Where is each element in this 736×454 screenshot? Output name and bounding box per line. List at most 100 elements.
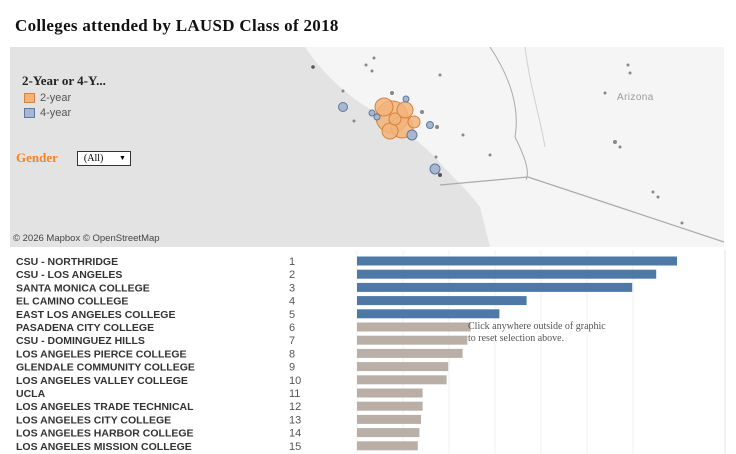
map-dot xyxy=(618,145,622,149)
map-attribution[interactable]: © 2026 Mapbox © OpenStreetMap xyxy=(13,233,160,244)
bar[interactable] xyxy=(357,428,420,438)
bar[interactable] xyxy=(357,309,500,319)
gender-select-value: (All) xyxy=(83,152,104,164)
rank-label: 1 xyxy=(289,256,295,268)
college-label[interactable]: LOS ANGELES HARBOR COLLEGE xyxy=(16,428,194,440)
bar[interactable] xyxy=(357,335,468,345)
map-marker-2year[interactable] xyxy=(374,97,394,117)
map-markers xyxy=(311,56,684,225)
map-dot xyxy=(656,195,660,199)
college-label[interactable]: EL CAMINO COLLEGE xyxy=(16,296,128,308)
map-marker-4year[interactable] xyxy=(338,102,348,112)
state-border-ca-az xyxy=(489,47,528,181)
rank-label: 3 xyxy=(289,282,295,294)
college-label[interactable]: LOS ANGELES CITY COLLEGE xyxy=(16,414,171,426)
bar[interactable] xyxy=(357,348,463,358)
map-dot xyxy=(651,190,655,194)
college-label[interactable]: EAST LOS ANGELES COLLEGE xyxy=(16,309,175,321)
reset-selection-tooltip: Click anywhere outside of graphic to res… xyxy=(468,321,606,344)
map-marker-4year[interactable] xyxy=(429,163,441,175)
map-marker-4year[interactable] xyxy=(368,109,376,117)
rank-label: 13 xyxy=(289,414,301,426)
bar[interactable] xyxy=(357,375,447,385)
rank-label: 15 xyxy=(289,441,301,453)
map-dot xyxy=(680,221,684,225)
college-label[interactable]: UCLA xyxy=(16,388,46,400)
land-region xyxy=(305,47,724,247)
map-dot xyxy=(488,153,492,157)
college-label[interactable]: PASADENA CITY COLLEGE xyxy=(16,322,154,334)
legend-item-2year[interactable]: 2-year xyxy=(24,92,106,104)
rank-label: 12 xyxy=(289,401,301,413)
college-label[interactable]: GLENDALE COMMUNITY COLLEGE xyxy=(16,362,195,374)
rank-label: 5 xyxy=(289,309,295,321)
map-dot xyxy=(390,91,394,95)
bar[interactable] xyxy=(357,256,677,266)
college-label[interactable]: LOS ANGELES VALLEY COLLEGE xyxy=(16,375,188,387)
rank-label: 6 xyxy=(289,322,295,334)
legend-swatch-2year xyxy=(24,93,35,103)
map-dot xyxy=(461,133,465,137)
map-dot xyxy=(420,110,424,114)
map-marker-4year[interactable] xyxy=(402,95,410,103)
college-label[interactable]: CSU - NORTHRIDGE xyxy=(16,256,118,268)
map-marker-4year[interactable] xyxy=(406,129,418,141)
map-dot xyxy=(372,56,376,60)
map-marker-4year[interactable] xyxy=(426,121,434,129)
map-dot xyxy=(626,63,630,67)
map-dot xyxy=(435,125,439,129)
gender-filter: Gender (All) ▼ xyxy=(16,150,131,166)
tooltip-line-1: Click anywhere outside of graphic xyxy=(468,321,606,332)
college-label[interactable]: CSU - LOS ANGELES xyxy=(16,269,122,281)
map-marker-4year[interactable] xyxy=(373,113,381,121)
map-dot xyxy=(434,155,438,159)
bar[interactable] xyxy=(357,269,657,279)
gender-select[interactable]: (All) ▼ xyxy=(76,150,131,166)
map-dot xyxy=(628,71,632,75)
bar[interactable] xyxy=(357,414,421,424)
rank-label: 10 xyxy=(289,375,301,387)
rank-label: 14 xyxy=(289,428,301,440)
map-dot xyxy=(352,119,356,123)
bar[interactable] xyxy=(357,388,423,398)
map-legend: 2-Year or 4-Y... 2-year 4-year xyxy=(22,73,106,119)
college-label[interactable]: LOS ANGELES PIERCE COLLEGE xyxy=(16,348,187,360)
bar[interactable] xyxy=(357,401,423,411)
map-marker-2year[interactable] xyxy=(407,115,421,129)
map-canvas[interactable] xyxy=(10,47,724,247)
map-dot xyxy=(364,63,368,67)
map-dot xyxy=(438,73,442,77)
rank-label: 9 xyxy=(289,362,295,374)
bar[interactable] xyxy=(357,296,527,306)
tooltip-line-2: to reset selection above. xyxy=(468,332,565,344)
legend-swatch-4year xyxy=(24,108,35,118)
legend-item-4year[interactable]: 4-year xyxy=(24,107,106,119)
bar[interactable] xyxy=(357,282,633,292)
bar[interactable] xyxy=(357,362,449,372)
map-label-arizona: Arizona xyxy=(617,92,654,103)
college-map[interactable]: 2-Year or 4-Y... 2-year 4-year Gender (A… xyxy=(10,47,724,247)
state-border-mexico xyxy=(439,176,724,243)
chevron-down-icon: ▼ xyxy=(118,154,126,162)
college-label[interactable]: SANTA MONICA COLLEGE xyxy=(16,282,150,294)
map-dot xyxy=(613,140,617,144)
rank-label: 2 xyxy=(289,269,295,281)
legend-title: 2-Year or 4-Y... xyxy=(22,73,106,88)
rank-label: 11 xyxy=(289,388,300,400)
map-dot xyxy=(603,91,607,95)
map-marker-2year[interactable] xyxy=(388,112,402,126)
gender-filter-label: Gender xyxy=(16,150,58,165)
map-dot xyxy=(370,69,374,73)
bar[interactable] xyxy=(357,441,418,451)
river-line xyxy=(524,47,546,148)
legend-label-2year: 2-year xyxy=(40,92,72,104)
college-label[interactable]: LOS ANGELES TRADE TECHNICAL xyxy=(16,401,194,413)
rank-label: 4 xyxy=(289,296,295,308)
map-dot xyxy=(311,65,315,69)
college-bar-chart[interactable]: CSU - NORTHRIDGE 1 CSU - LOS ANGELES 2 SANTA… xyxy=(0,250,736,454)
map-dot xyxy=(341,89,345,93)
map-dot xyxy=(438,173,442,177)
bar[interactable] xyxy=(357,322,471,332)
college-label[interactable]: CSU - DOMINGUEZ HILLS xyxy=(16,335,145,347)
college-label[interactable]: LOS ANGELES MISSION COLLEGE xyxy=(16,441,192,453)
